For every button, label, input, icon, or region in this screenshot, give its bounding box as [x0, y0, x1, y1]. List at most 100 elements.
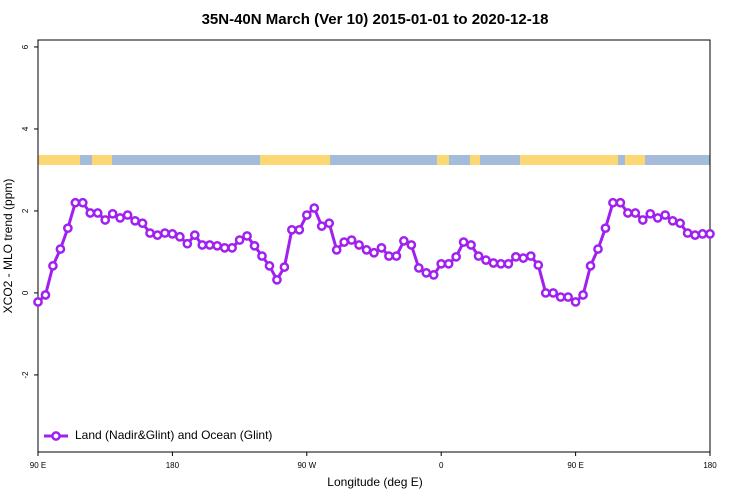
point: [107, 208, 118, 219]
point: [563, 292, 573, 302]
point: [316, 221, 327, 231]
point: [279, 262, 290, 272]
point: [406, 240, 417, 250]
point: [77, 197, 88, 208]
point: [578, 290, 588, 300]
point: [257, 251, 267, 261]
point: [145, 228, 155, 238]
point: [160, 228, 170, 238]
point: [458, 237, 469, 247]
point: [137, 218, 148, 229]
point: [660, 210, 671, 220]
point: [593, 244, 603, 254]
point: [488, 258, 499, 268]
point: [361, 245, 372, 255]
point: [667, 215, 678, 226]
point: [436, 258, 447, 269]
point: [197, 240, 208, 250]
point: [33, 297, 43, 307]
y-tick-label: -2: [21, 371, 30, 379]
point: [204, 240, 215, 250]
point: [511, 252, 521, 262]
point: [496, 258, 506, 269]
legend-marker: [51, 431, 61, 441]
y-tick-label: 0: [21, 290, 30, 295]
point: [570, 297, 581, 307]
point: [354, 240, 364, 250]
point: [219, 242, 230, 253]
point: [413, 263, 424, 273]
point: [443, 258, 454, 269]
point: [212, 240, 223, 251]
x-tick-label: 0: [439, 461, 444, 470]
point: [100, 215, 111, 225]
point: [324, 218, 335, 229]
point: [92, 208, 103, 218]
point: [167, 229, 178, 239]
point: [466, 240, 476, 250]
point: [152, 230, 163, 240]
point: [122, 210, 133, 220]
point: [503, 258, 514, 269]
y-tick-label: 2: [21, 208, 30, 213]
point: [399, 236, 409, 246]
point: [608, 197, 618, 208]
x-tick-label: 90 W: [297, 461, 316, 470]
point: [242, 231, 252, 241]
point: [705, 229, 715, 239]
x-tick-label: 180: [703, 461, 717, 470]
point: [287, 224, 297, 235]
point: [585, 261, 596, 271]
point: [615, 197, 626, 208]
point: [630, 208, 641, 218]
point: [182, 238, 193, 249]
point: [473, 251, 484, 261]
point: [249, 240, 260, 251]
point: [451, 252, 461, 262]
point: [175, 231, 185, 242]
point: [540, 288, 551, 298]
point: [346, 235, 357, 245]
point: [518, 253, 529, 263]
point: [48, 261, 58, 271]
point: [384, 251, 394, 261]
point: [645, 208, 656, 219]
point: [555, 292, 566, 302]
x-axis-label: Longitude (deg E): [327, 475, 422, 489]
x-tick-label: 90 E: [30, 461, 46, 470]
point: [421, 268, 432, 278]
point: [234, 235, 245, 245]
point: [428, 270, 439, 280]
x-tick-label: 180: [166, 461, 180, 470]
point: [115, 213, 125, 223]
point: [623, 208, 633, 218]
point: [600, 223, 611, 234]
point: [63, 223, 73, 234]
point: [525, 251, 536, 261]
point: [682, 228, 693, 238]
point: [697, 229, 708, 239]
x-tick-label: 90 E: [567, 461, 583, 470]
land-ocean-strip: [38, 155, 710, 165]
point: [331, 245, 342, 255]
chart-title: 35N-40N March (Ver 10) 2015-01-01 to 202…: [202, 11, 549, 28]
point: [227, 242, 237, 253]
y-tick-label: 4: [21, 126, 30, 131]
legend-label: Land (Nadir&Glint) and Ocean (Glint): [75, 428, 272, 442]
point: [376, 242, 387, 253]
y-axis-label: XCO2 - MLO trend (ppm): [1, 179, 15, 314]
point: [189, 230, 200, 240]
y-tick-label: 6: [21, 44, 30, 49]
point: [70, 197, 81, 208]
point: [294, 224, 305, 235]
point: [55, 244, 66, 254]
point: [301, 210, 312, 220]
point: [690, 230, 700, 240]
plot-frame: [37, 39, 711, 453]
point: [339, 237, 349, 247]
point: [85, 208, 96, 218]
point: [40, 290, 51, 300]
point: [309, 203, 320, 213]
point: [533, 260, 544, 270]
